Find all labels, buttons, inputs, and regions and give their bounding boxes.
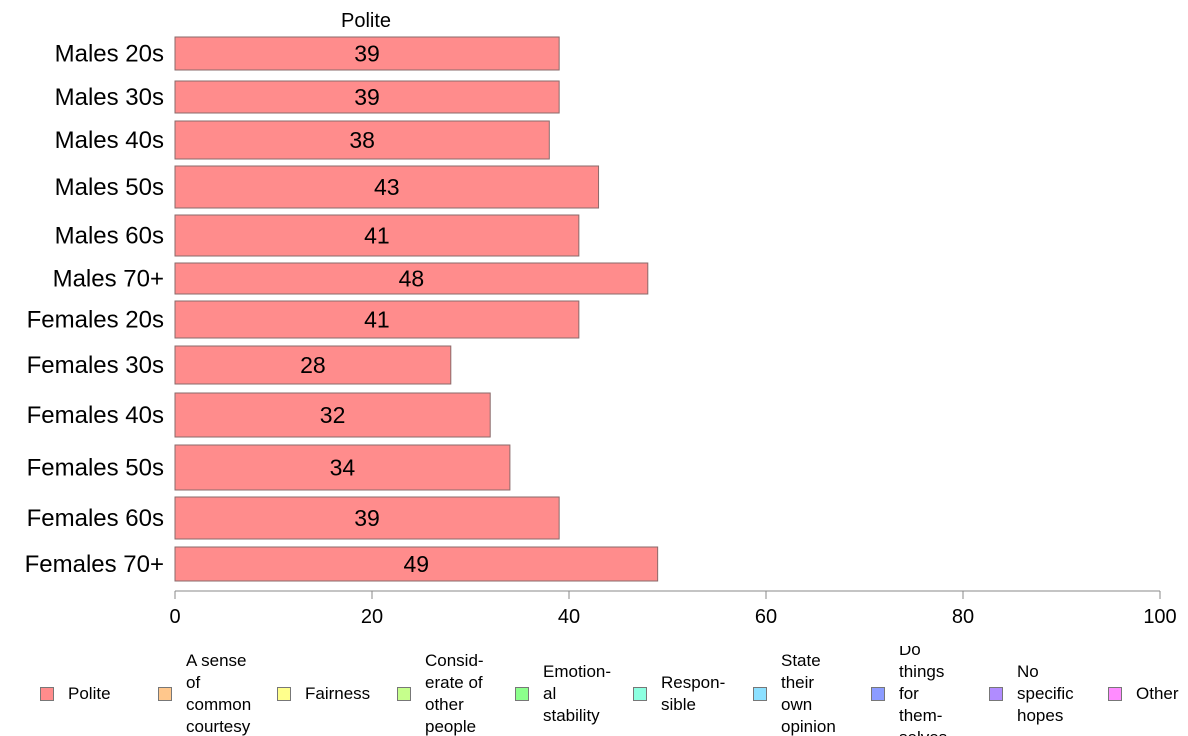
category-label: Males 60s xyxy=(55,223,164,250)
legend-item: Respon- sible xyxy=(633,672,725,716)
legend-swatch xyxy=(989,687,1003,701)
legend-label: Respon- sible xyxy=(661,673,726,714)
bar xyxy=(174,262,649,295)
x-axis: 0 20 40 60 80 100 xyxy=(169,590,1177,628)
legend-item: No specific hopes xyxy=(989,661,1074,727)
column-label: Polite xyxy=(341,10,391,32)
legend-item: Polite xyxy=(40,683,111,705)
data-label: 32 xyxy=(320,402,346,428)
bar xyxy=(174,165,600,209)
category-label: Males 70+ xyxy=(53,266,164,293)
legend-swatch xyxy=(1108,687,1122,701)
bar xyxy=(174,345,452,385)
bar xyxy=(174,444,511,491)
legend-swatch xyxy=(515,687,529,701)
legend-swatch xyxy=(40,687,54,701)
data-label: 49 xyxy=(404,551,430,577)
category-label: Males 30s xyxy=(55,84,164,111)
x-tick-label: 0 xyxy=(169,606,180,628)
data-label: 39 xyxy=(354,41,380,67)
bars: Males 20s 39 Males 30s 39 Males 40s 38 Males 5… xyxy=(25,36,659,582)
data-label: 28 xyxy=(300,352,326,378)
data-label: 41 xyxy=(364,307,390,333)
bar-chart: Polite Males 20s 39 Males 30s 39 Males 40s 38… xyxy=(25,10,1177,628)
legend-item: A sense of common courtesy xyxy=(158,650,251,736)
category-label: Females 70+ xyxy=(25,551,164,578)
bar xyxy=(174,36,560,71)
legend-swatch xyxy=(397,687,411,701)
x-tick-label: 100 xyxy=(1143,606,1176,628)
legend-item: Consid- erate of other people xyxy=(397,650,484,736)
legend-swatch xyxy=(871,687,885,701)
x-tick-label: 60 xyxy=(755,606,777,628)
legend-label: No specific hopes xyxy=(1017,662,1074,725)
data-label: 39 xyxy=(354,84,380,110)
category-label: Females 60s xyxy=(27,505,164,532)
category-label: Males 20s xyxy=(55,41,164,68)
category-label: Females 20s xyxy=(27,307,164,334)
data-label: 34 xyxy=(330,455,356,481)
bar xyxy=(174,120,550,160)
bar xyxy=(174,300,580,339)
bar xyxy=(174,496,560,540)
category-label: Males 40s xyxy=(55,127,164,154)
legend-label: Other xyxy=(1136,684,1179,703)
bar xyxy=(174,546,659,582)
legend-item: Emotion- al stability xyxy=(515,661,611,727)
data-label: 39 xyxy=(354,505,380,531)
legend-label: Do things for them- selves xyxy=(899,646,947,736)
legend-label: Polite xyxy=(68,684,111,703)
bar xyxy=(174,392,491,438)
legend-label: Emotion- al stability xyxy=(543,662,612,725)
data-label: 41 xyxy=(364,223,390,249)
bar xyxy=(174,80,560,114)
legend-item: State their own opinion xyxy=(753,650,836,736)
category-label: Females 50s xyxy=(27,455,164,482)
legend-label: State their own opinion xyxy=(781,651,836,736)
data-label: 38 xyxy=(349,127,375,153)
legend-swatch xyxy=(633,687,647,701)
category-label: Males 50s xyxy=(55,174,164,201)
legend-item: Do things for them- selves xyxy=(871,646,947,736)
data-label: 48 xyxy=(399,266,425,292)
legend-swatch xyxy=(158,687,172,701)
legend-label: Consid- erate of other people xyxy=(425,651,484,736)
legend-label: Fairness xyxy=(305,684,371,703)
legend-label: A sense of common courtesy xyxy=(186,651,252,736)
bar xyxy=(174,214,580,257)
category-label: Females 30s xyxy=(27,352,164,379)
x-tick-label: 80 xyxy=(952,606,974,628)
category-label: Females 40s xyxy=(27,402,164,429)
x-tick-label: 20 xyxy=(361,606,383,628)
legend-swatch xyxy=(753,687,767,701)
legend: Polite A sense of common courtesy Fairness… xyxy=(0,646,1188,736)
legend-item: Fairness xyxy=(277,683,370,705)
legend-item: Other xyxy=(1108,683,1179,705)
x-tick-label: 40 xyxy=(558,606,580,628)
legend-swatch xyxy=(277,687,291,701)
data-label: 43 xyxy=(374,174,400,200)
